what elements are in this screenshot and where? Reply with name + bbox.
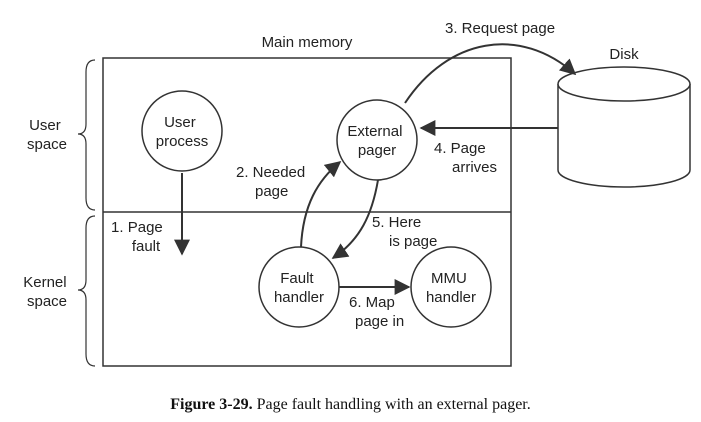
user-space-label: User space: [27, 117, 67, 153]
disk-label: Disk: [609, 46, 639, 63]
step-3-label: 3. Request page: [445, 20, 555, 37]
kernel-space-brace: [77, 215, 96, 367]
fault-handler-node: Fault handler: [258, 246, 340, 328]
step-6-label: 6. Map page in: [349, 294, 404, 330]
figure-caption: Figure 3-29. Page fault handling with an…: [0, 396, 701, 414]
step-5-label: 5. Here is page: [372, 214, 437, 250]
svg-text:User process: User process: [156, 114, 209, 150]
main-memory-label: Main memory: [262, 34, 353, 51]
user-space-brace: [77, 59, 96, 211]
step-4-label: 4. Page arrives: [434, 140, 497, 176]
svg-text:MMU handler: MMU handler: [426, 270, 476, 306]
svg-text:Fault handler: Fault handler: [274, 270, 324, 306]
step-2-label: 2. Needed page: [236, 164, 309, 200]
arrow-here-is-page: [331, 179, 379, 259]
arrow-needed-page: [300, 160, 342, 248]
step-1-label: 1. Page fault: [111, 219, 167, 255]
arrow-request-page: [404, 43, 577, 104]
disk-node: [557, 66, 691, 188]
svg-text:External pager: External pager: [347, 123, 406, 159]
mmu-handler-node: MMU handler: [410, 246, 492, 328]
user-process-node: User process: [141, 90, 223, 172]
kernel-space-label: Kernel space: [23, 274, 71, 310]
external-pager-node: External pager: [336, 99, 418, 181]
figure-caption-label: Figure 3-29.: [170, 396, 253, 413]
figure-caption-text: Page fault handling with an external pag…: [256, 396, 531, 413]
